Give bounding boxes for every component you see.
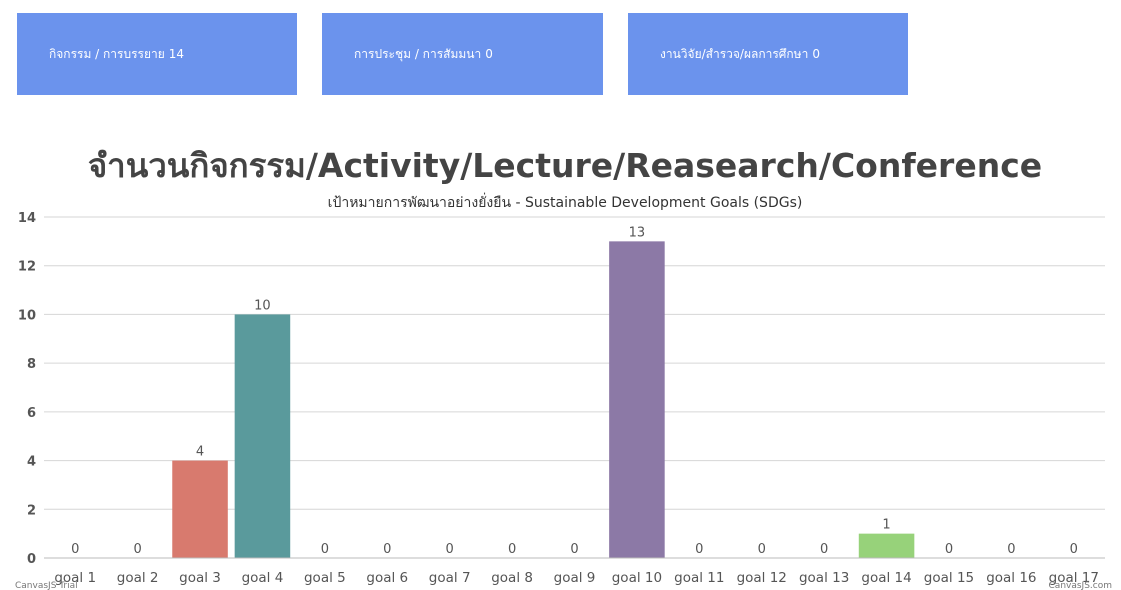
credit-right[interactable]: CanvasJS.com [1049,581,1112,590]
x-tick-label: goal 16 [986,570,1036,586]
x-tick-label: goal 11 [674,570,724,586]
data-label: 4 [196,445,204,460]
sdg-bar-chart: จำนวนกิจกรรม/Activity/Lecture/Reasearch/… [15,146,1112,590]
data-label: 0 [321,542,329,557]
x-tick-label: goal 4 [242,570,284,586]
x-tick-label: goal 3 [179,570,221,586]
y-tick-label: 14 [18,211,36,226]
bar-goal-3[interactable] [172,460,228,558]
card-conference-value: 0 [485,47,493,61]
y-tick-label: 12 [18,260,36,275]
summary-cards: กิจกรรม / การบรรยาย 14 การประชุม / การสัม… [0,0,1121,100]
x-tick-label: goal 13 [799,570,849,586]
data-label: 0 [695,542,703,557]
bar-goal-4[interactable] [234,314,291,558]
y-tick-label: 2 [27,503,36,518]
x-tick-label: goal 12 [737,570,787,586]
y-tick-label: 4 [27,455,36,470]
bar-goal-14[interactable] [858,533,915,558]
x-tick-label: goal 6 [366,570,408,586]
x-tick-label: goal 1 [54,570,96,586]
data-label: 0 [1070,542,1078,557]
data-label: 0 [758,542,766,557]
x-tick-label: goal 7 [429,570,471,586]
data-label: 0 [508,542,516,557]
y-tick-label: 10 [18,308,36,323]
card-activity[interactable]: กิจกรรม / การบรรยาย 14 [17,13,297,95]
card-conference[interactable]: การประชุม / การสัมมนา 0 [322,13,603,95]
x-tick-label: goal 10 [612,570,662,586]
x-axis-ticks: goal 1 goal 2 goal 3 goal 4 goal 5 goal 6 goal… [54,570,1099,586]
credit-left[interactable]: CanvasJS Trial [15,581,78,590]
data-label: 0 [570,542,578,557]
chart-title: จำนวนกิจกรรม/Activity/Lecture/Reasearch/… [88,146,1042,185]
data-label: 0 [446,542,454,557]
x-tick-label: goal 17 [1049,570,1099,586]
x-tick-label: goal 8 [491,570,533,586]
data-label: 13 [629,225,646,240]
data-label: 0 [945,542,953,557]
y-tick-label: 8 [27,357,36,372]
data-label: 0 [1007,542,1015,557]
data-label: 0 [133,542,141,557]
bar-goal-10[interactable] [609,241,665,558]
data-label: 1 [882,518,890,533]
y-axis-ticks: 0 2 4 6 8 10 12 14 [18,211,36,567]
y-tick-label: 6 [27,406,36,421]
data-label: 0 [71,542,79,557]
card-research-value: 0 [812,47,820,61]
data-label: 0 [383,542,391,557]
chart-subtitle: เป้าหมายการพัฒนาอย่างยั่งยืน - Sustainab… [328,193,803,211]
card-research-label: งานวิจัย/สำรวจ/ผลการศึกษา [660,47,809,61]
data-label: 0 [820,542,828,557]
card-activity-label: กิจกรรม / การบรรยาย [49,47,165,61]
x-tick-label: goal 15 [924,570,974,586]
x-tick-label: goal 2 [117,570,159,586]
card-conference-label: การประชุม / การสัมมนา [354,47,482,61]
x-tick-label: goal 14 [861,570,911,586]
x-tick-label: goal 9 [554,570,596,586]
bars [172,241,915,558]
x-tick-label: goal 5 [304,570,346,586]
y-tick-label: 0 [27,552,36,567]
data-label: 10 [254,298,271,313]
card-research[interactable]: งานวิจัย/สำรวจ/ผลการศึกษา 0 [628,13,908,95]
card-activity-value: 14 [168,47,185,61]
